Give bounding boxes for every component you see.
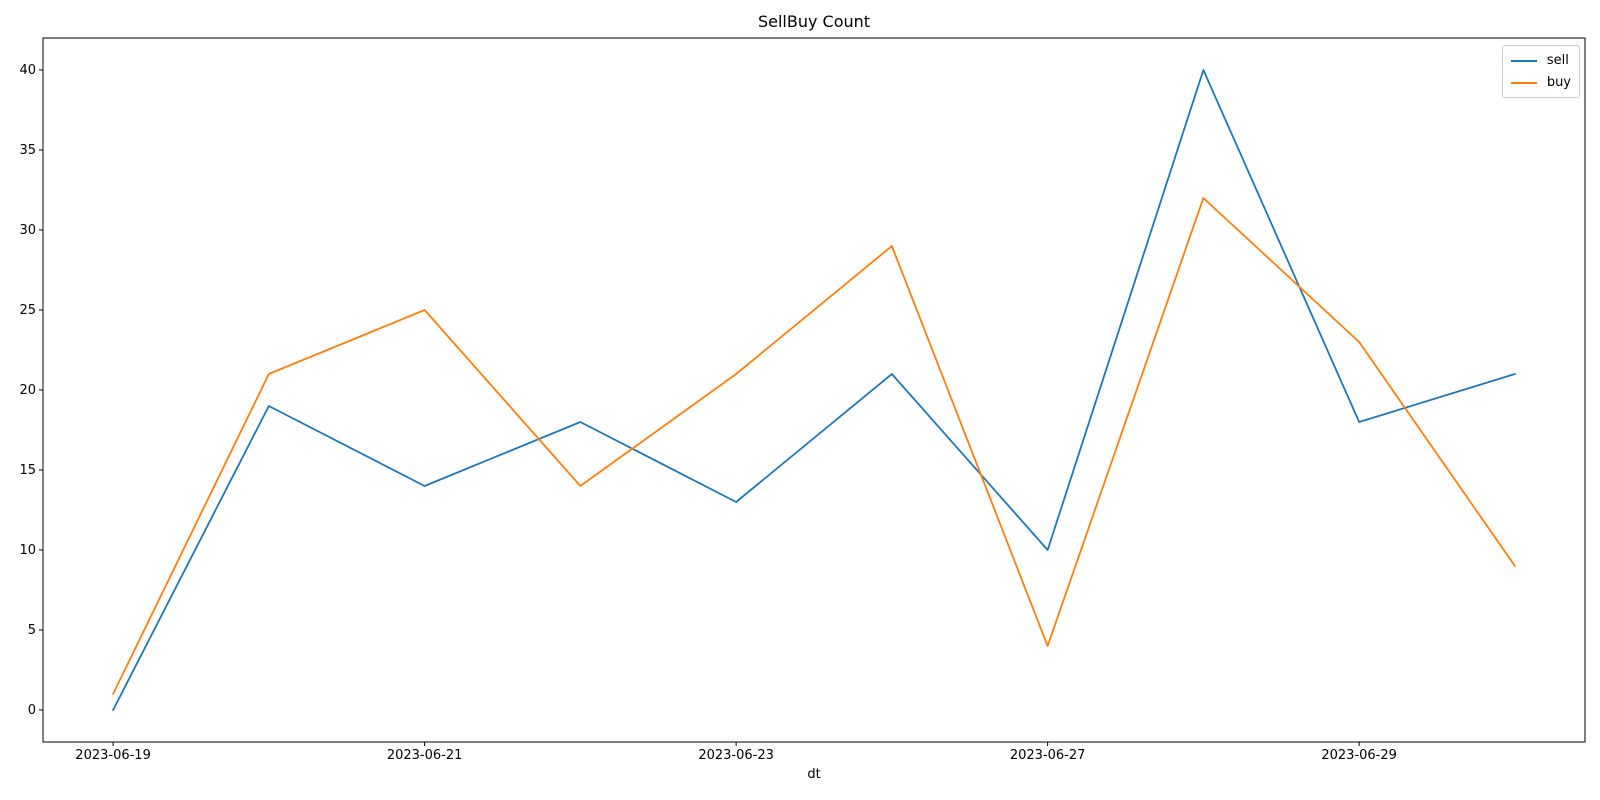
buy-line-swatch	[1510, 81, 1537, 84]
axes-box	[42, 37, 1586, 743]
x-axis-label: dt	[807, 767, 821, 782]
legend-entry-sell: sell	[1510, 53, 1571, 68]
sell-line-swatch	[1510, 59, 1537, 62]
sell-line	[112, 69, 1516, 711]
chart-title: SellBuy Count	[757, 12, 871, 31]
legend-label-buy: buy	[1546, 75, 1571, 90]
buy-line	[112, 197, 1516, 695]
legend-entry-buy: buy	[1510, 75, 1571, 90]
legend-label-sell: sell	[1546, 53, 1569, 68]
legend: sell buy	[1501, 45, 1580, 98]
